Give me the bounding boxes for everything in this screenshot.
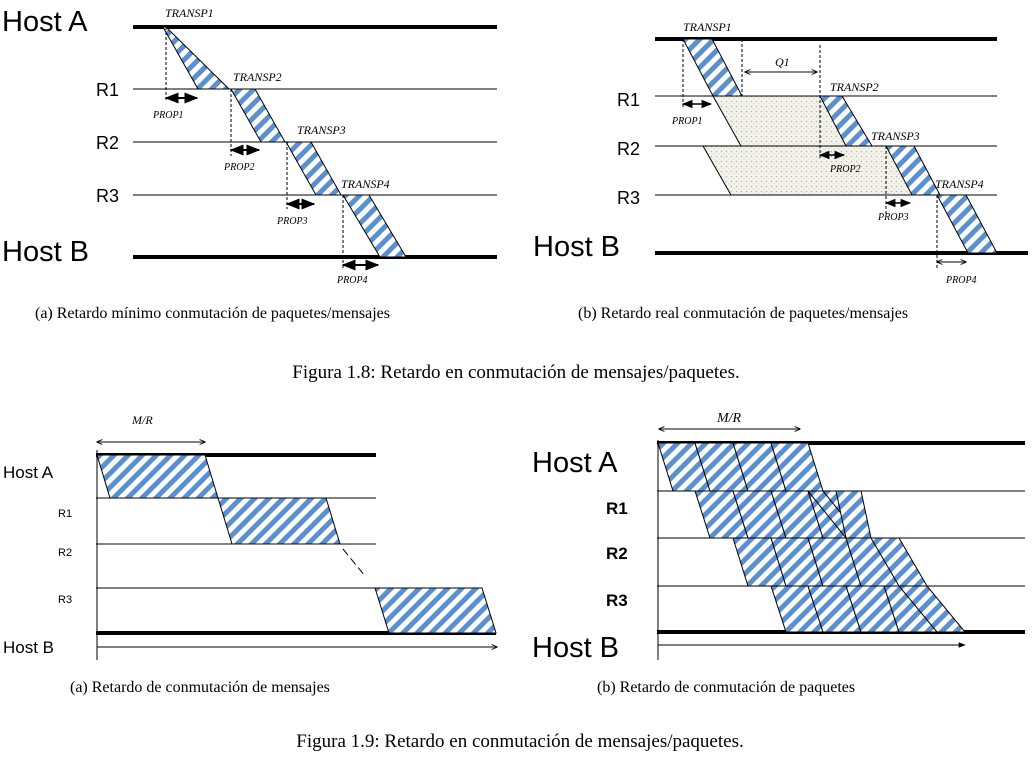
transp3-label: TRANSP3	[297, 123, 346, 137]
prop4-label-b: PROP4	[945, 275, 977, 286]
caption-fig18a: (a) Retardo mínimo conmutación de paquet…	[35, 305, 390, 322]
packet-3	[732, 442, 900, 633]
q1-label: Q1	[775, 55, 790, 69]
r2-label-d: R2	[606, 544, 628, 563]
transp2-label: TRANSP2	[233, 70, 282, 84]
transp2-label-b: TRANSP2	[830, 80, 879, 94]
prop2-label: PROP2	[223, 162, 255, 173]
r3-label-c: R3	[58, 594, 72, 606]
host-a-label-c: Host A	[3, 463, 54, 482]
packet-segment-2	[230, 88, 286, 143]
prop1-label: PROP1	[152, 110, 184, 121]
r2-label: R2	[96, 133, 119, 153]
packet-segment-1	[162, 26, 231, 90]
diagram-min-delay: Host A Host B R1 R2 R3 TRANSP1 TRANSP2 T…	[2, 6, 497, 286]
transp4-label-b: TRANSP4	[935, 177, 984, 191]
packet-segment-1-b	[682, 38, 743, 97]
r1-label-d: R1	[606, 499, 628, 518]
host-b-label: Host B	[2, 236, 89, 268]
caption-fig18: Figura 1.8: Retardo en conmutación de me…	[292, 362, 739, 383]
caption-fig19b: (b) Retardo de conmutación de paquetes	[597, 679, 855, 696]
packet-segment-2-b	[819, 95, 873, 147]
diagram-real-delay: Host B R1 R2 R3 TRANSP1 Q1 TRANSP2 TRANS…	[533, 20, 1028, 286]
r2-label-c: R2	[58, 547, 72, 559]
host-b-label-c: Host B	[3, 638, 54, 657]
packet-segment-4-b	[936, 194, 998, 254]
mr-label-d: M/R	[716, 411, 742, 426]
prop2-label-b: PROP2	[829, 164, 861, 175]
transp3-label-b: TRANSP3	[871, 129, 920, 143]
r3-label-d: R3	[606, 591, 628, 610]
host-a-label: Host A	[2, 6, 88, 38]
diagram-packet-switching: Host A Host B R1 R2 R3 M/R	[532, 411, 1025, 664]
r1-label-c: R1	[58, 508, 72, 520]
host-b-label-b: Host B	[533, 231, 620, 263]
diagram-message-switching: Host A Host B R1 R2 R3 M/R	[3, 413, 497, 660]
transp1-label: TRANSP1	[165, 6, 214, 20]
r1-label-b: R1	[617, 90, 640, 110]
message-segment-3	[374, 587, 497, 634]
prop3-label-b: PROP3	[877, 212, 909, 223]
queue-area-r2	[702, 145, 915, 196]
host-b-label-d: Host B	[532, 632, 619, 664]
r2-label-b: R2	[617, 139, 640, 159]
caption-fig19: Figura 1.9: Retardo en conmutación de me…	[296, 731, 743, 752]
transp1-label-b: TRANSP1	[683, 20, 732, 34]
packet-2	[694, 442, 862, 633]
packet-segment-3	[285, 141, 342, 196]
message-ellipsis	[342, 548, 366, 577]
transp4-label: TRANSP4	[341, 177, 390, 191]
prop3-label: PROP3	[276, 216, 308, 227]
prop4-label: PROP4	[336, 275, 368, 286]
caption-fig19a: (a) Retardo de conmutación de mensajes	[70, 679, 330, 696]
packet-segment-4	[342, 194, 407, 258]
host-a-label-d: Host A	[532, 447, 618, 479]
r1-label: R1	[96, 80, 119, 100]
r3-label: R3	[96, 186, 119, 206]
caption-fig18b: (b) Retardo real conmutación de paquetes…	[578, 305, 908, 322]
mr-label-c: M/R	[131, 413, 153, 427]
r3-label-b: R3	[617, 188, 640, 208]
message-segment-1	[96, 454, 219, 499]
packet-1	[657, 442, 824, 633]
message-segment-2	[217, 497, 341, 545]
prop1-label-b: PROP1	[671, 116, 703, 127]
